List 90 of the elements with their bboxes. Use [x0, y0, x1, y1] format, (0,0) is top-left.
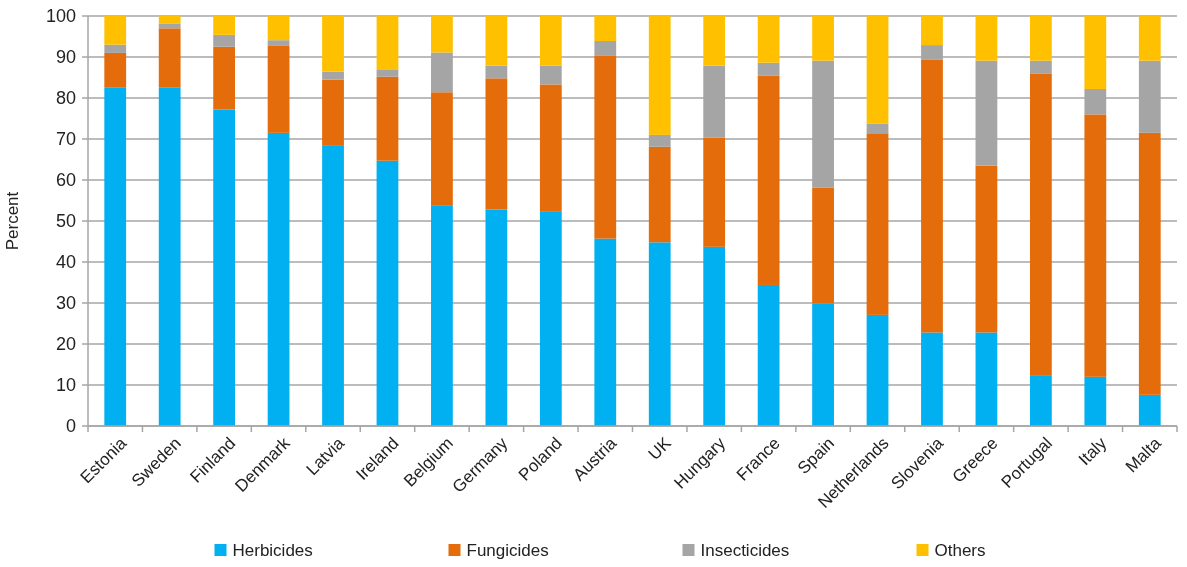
bar: [921, 59, 943, 333]
bar: [1084, 16, 1107, 89]
bar: [322, 71, 344, 80]
bar: [594, 16, 617, 42]
y-tick-label: 80: [55, 88, 76, 109]
legend-label: Insecticides: [700, 540, 790, 560]
bar: [594, 55, 617, 239]
bar: [812, 16, 834, 61]
y-tick-label: 40: [55, 252, 76, 273]
bar: [594, 41, 617, 56]
bar: [376, 16, 399, 70]
bar: [975, 16, 998, 61]
x-tick-label: Italy: [1074, 433, 1111, 470]
bar: [322, 16, 344, 72]
legend-label: Herbicides: [232, 540, 313, 560]
bar: [757, 16, 780, 63]
bar: [812, 303, 834, 426]
bar: [975, 165, 998, 333]
bar: [158, 23, 181, 29]
bar: [757, 75, 780, 285]
bar: [485, 65, 508, 79]
bar: [1138, 16, 1161, 61]
bar: [158, 87, 181, 426]
y-tick-label: 10: [55, 375, 76, 396]
bar: [213, 46, 236, 110]
bar: [648, 16, 671, 135]
y-tick-label: 100: [45, 6, 76, 27]
bar: [104, 16, 127, 45]
legend-label: Others: [934, 540, 986, 560]
bar: [866, 133, 889, 315]
bar: [594, 238, 617, 426]
bar: [539, 84, 562, 212]
bar: [322, 79, 344, 146]
bar: [431, 205, 453, 426]
bar: [267, 16, 290, 41]
bar: [921, 16, 943, 46]
bar: [757, 284, 780, 426]
bar: [1084, 376, 1107, 426]
bar: [213, 109, 236, 426]
bar: [812, 187, 834, 304]
y-tick-label: 30: [55, 293, 76, 314]
y-tick-label: 90: [55, 47, 76, 68]
bar: [866, 314, 889, 426]
bar: [104, 87, 127, 426]
bar: [703, 16, 726, 66]
bar: [485, 78, 508, 210]
bar: [1029, 73, 1052, 376]
bar: [104, 44, 127, 53]
bar: [376, 160, 399, 426]
bar: [1029, 16, 1052, 61]
y-tick-label: 60: [55, 170, 76, 191]
bar: [322, 145, 344, 426]
y-tick-label: 20: [55, 334, 76, 355]
y-tick-label: 0: [65, 416, 76, 437]
bar: [485, 209, 508, 426]
y-tick-label: 70: [55, 129, 76, 150]
bar: [1029, 375, 1052, 426]
bar: [213, 34, 236, 47]
bar: [975, 332, 998, 426]
bar: [267, 132, 290, 426]
bar: [539, 211, 562, 426]
bar: [104, 52, 127, 88]
x-tick-label: UK: [644, 433, 676, 464]
bar: [703, 137, 726, 247]
bar: [1138, 394, 1161, 426]
bar: [703, 246, 726, 426]
bar: [213, 16, 236, 35]
bar: [431, 92, 453, 206]
bar: [267, 45, 290, 133]
bar: [1138, 132, 1161, 395]
bar: [267, 40, 290, 46]
bar: [921, 332, 943, 426]
bar: [485, 16, 508, 66]
bar: [1084, 114, 1107, 377]
bar: [1029, 60, 1052, 74]
bar: [866, 123, 889, 134]
y-axis-title: Percent: [3, 191, 22, 251]
bar: [376, 69, 399, 77]
bar: [648, 146, 671, 243]
bar: [431, 16, 453, 53]
bar: [158, 16, 181, 24]
bar: [376, 76, 399, 161]
bar: [648, 242, 671, 426]
bar: [757, 62, 780, 76]
bar: [539, 65, 562, 85]
y-tick-label: 50: [55, 211, 76, 232]
legend-label: Fungicides: [466, 540, 549, 560]
bar: [866, 16, 889, 124]
bar: [158, 28, 181, 88]
bar: [539, 16, 562, 66]
